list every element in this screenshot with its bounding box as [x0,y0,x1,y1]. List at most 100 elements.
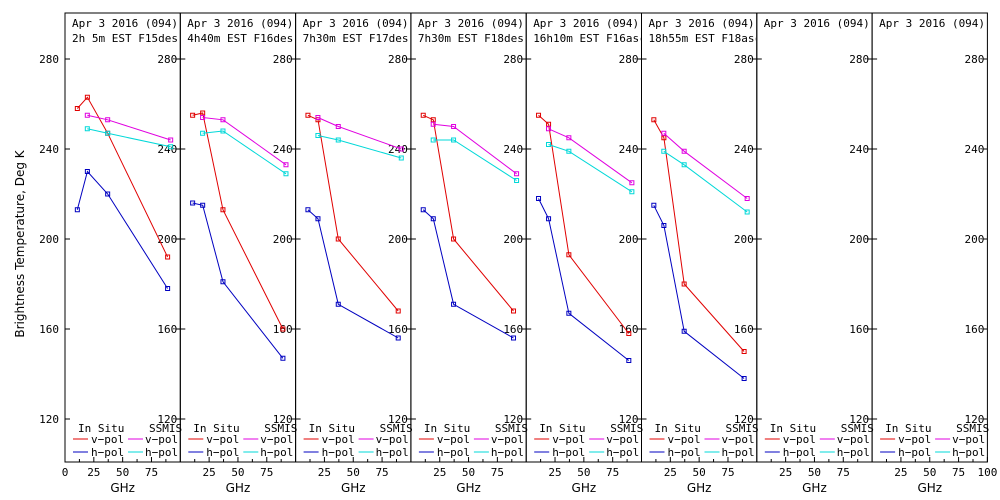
legend-label: v−pol [552,433,585,446]
panel-subtitle: 2h 5m EST F15des [72,32,178,45]
y-tick-label-left: 240 [39,143,59,156]
y-tick-label-left: 280 [39,53,59,66]
legend-ssmis: SSMIS [726,422,759,435]
y-tick-label: 160 [273,323,293,336]
y-tick-label: 240 [619,143,639,156]
y-tick-label: 160 [157,323,177,336]
panel-8: 120 160 200 240 280 25 50 75 100 GHz Apr 3 2016 (0… [871,12,997,495]
x-axis-label: GHz [572,481,597,495]
series-insitu_h [651,202,747,381]
series-line [653,205,745,379]
data-point [741,349,747,354]
legend-ssmis: SSMIS [264,422,297,435]
y-tick-label: 240 [503,143,523,156]
data-point [200,115,206,120]
data-point [430,137,436,143]
legend-label: v−pol [783,433,816,446]
legend-label: v−pol [206,433,239,446]
x-tick-label: 75 [721,466,734,479]
y-tick-label: 280 [503,53,523,66]
panel-subtitle: 4h40m EST F16des [187,32,293,45]
x-tick-label: 25 [87,466,100,479]
series-insitu_v [74,94,171,260]
y-tick-label: 280 [734,53,754,66]
data-point [220,117,226,123]
series-line [548,144,633,193]
data-point [398,146,404,152]
legend-label: v−pol [722,433,755,446]
legend-label: v−pol [898,433,931,446]
data-point [744,196,750,201]
legend-label: h−pol [206,446,239,459]
data-point [190,200,196,206]
series-insitu_h [420,207,517,341]
legend-ssmis: SSMIS [841,422,874,435]
data-point [546,142,552,147]
series-line [192,202,284,359]
x-tick-label: 50 [693,466,706,479]
series-line [317,135,402,159]
data-point [165,286,171,291]
x-axis-label: GHz [917,481,942,495]
legend-label: v−pol [260,433,293,446]
series-line [422,114,514,312]
data-point [546,216,552,222]
data-point [651,202,657,208]
legend-label: v−pol [145,433,178,446]
data-point [315,115,321,120]
legend-label: v−pol [91,433,124,446]
panel-title: Apr 3 2016 (094) [649,17,755,30]
data-point [681,148,687,154]
data-point [190,112,196,118]
legend-ssmis: SSMIS [149,422,182,435]
y-tick-label: 160 [849,323,869,336]
x-tick-label: 75 [260,466,273,479]
data-point [629,180,635,186]
legend-label: h−pol [783,446,816,459]
series-insitu_v [536,112,632,336]
x-tick-label: 75 [952,466,965,479]
legend-label: h−pol [552,446,585,459]
x-tick-label: 100 [977,466,997,479]
legend-label: h−pol [145,446,178,459]
x-axis-label: GHz [226,481,251,495]
series-line [76,96,169,258]
series-line [202,117,287,166]
legend-label: h−pol [91,446,124,459]
data-point [280,355,286,361]
x-tick-label: 25 [318,466,331,479]
x-tick-label: 50 [231,466,244,479]
y-tick-label: 120 [619,413,639,426]
x-axis-label: GHz [802,481,827,495]
data-point [74,207,80,213]
panel-titles: Apr 3 2016 (094) 4h40m EST F16des [187,17,293,45]
series-line [433,139,517,181]
legend-label: h−pol [322,446,355,459]
data-point [566,252,572,258]
x-tick-label: 25 [779,466,792,479]
legend-ssmis: SSMIS [956,422,989,435]
y-tick-label: 120 [849,413,869,426]
series-line [317,117,402,150]
data-point [626,358,632,363]
legend-label: h−pol [260,446,293,459]
y-tick-label-left: 120 [39,413,59,426]
y-tick-label: 160 [503,323,523,336]
y-tick-label: 160 [734,323,754,336]
data-point [200,202,206,208]
data-point [430,121,436,127]
series-line [307,114,399,312]
panel-titles: Apr 3 2016 (094) 7h30m EST F18des [418,17,524,45]
legend-label: h−pol [606,446,639,459]
series-ssmis_h [200,128,289,177]
x-tick-label: 25 [548,466,561,479]
y-tick-label: 280 [273,53,293,66]
y-tick-label: 200 [734,233,754,246]
series-line [307,209,399,339]
data-point [105,117,111,123]
